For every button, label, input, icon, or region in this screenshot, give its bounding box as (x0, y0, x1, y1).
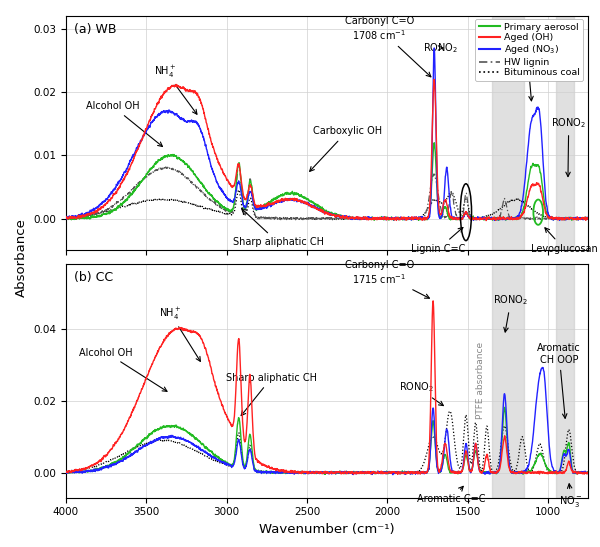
Bar (556, 264, 574, 498)
Text: RONO$_2$: RONO$_2$ (551, 117, 586, 177)
Bar (491, 264, 524, 498)
Text: Carboxylic OH: Carboxylic OH (310, 126, 382, 171)
Bar (491, 16, 524, 250)
Text: (a) WB: (a) WB (74, 24, 116, 37)
Text: PTFE absorbance: PTFE absorbance (476, 342, 485, 420)
Text: NH$_4^+$: NH$_4^+$ (159, 306, 200, 362)
Text: Aromatic C=C: Aromatic C=C (417, 486, 486, 504)
Text: NO$_3^-$: NO$_3^-$ (559, 484, 583, 509)
Text: Alcohol CO: Alcohol CO (502, 63, 555, 101)
Text: Alcohol OH: Alcohol OH (86, 101, 163, 147)
Text: RONO$_2$: RONO$_2$ (493, 293, 529, 332)
Text: Sharp aliphatic CH: Sharp aliphatic CH (233, 208, 323, 247)
Text: Carbonyl C=O
1708 cm$^{-1}$: Carbonyl C=O 1708 cm$^{-1}$ (344, 15, 431, 77)
Text: Levoglucosan: Levoglucosan (530, 228, 597, 254)
Text: Absorbance: Absorbance (15, 218, 28, 296)
Text: (b) CC: (b) CC (74, 271, 113, 284)
Text: RONO$_2$: RONO$_2$ (398, 380, 443, 405)
Text: Alcohol OH: Alcohol OH (79, 347, 167, 391)
Legend: Primary aerosol, Aged (OH), Aged (NO$_3$), HW lignin, Bituminous coal: Primary aerosol, Aged (OH), Aged (NO$_3$… (475, 19, 583, 81)
Text: Sharp aliphatic CH: Sharp aliphatic CH (226, 373, 317, 416)
Text: Lignin C=C: Lignin C=C (412, 228, 466, 254)
Text: RONO$_2$: RONO$_2$ (422, 41, 458, 55)
Text: Aromatic
CH OOP: Aromatic CH OOP (537, 343, 581, 418)
Text: Carbonyl C=O
1715 cm$^{-1}$: Carbonyl C=O 1715 cm$^{-1}$ (344, 259, 430, 298)
Bar (556, 16, 574, 250)
X-axis label: Wavenumber (cm⁻¹): Wavenumber (cm⁻¹) (259, 523, 395, 536)
Text: NH$_4^+$: NH$_4^+$ (154, 63, 197, 114)
